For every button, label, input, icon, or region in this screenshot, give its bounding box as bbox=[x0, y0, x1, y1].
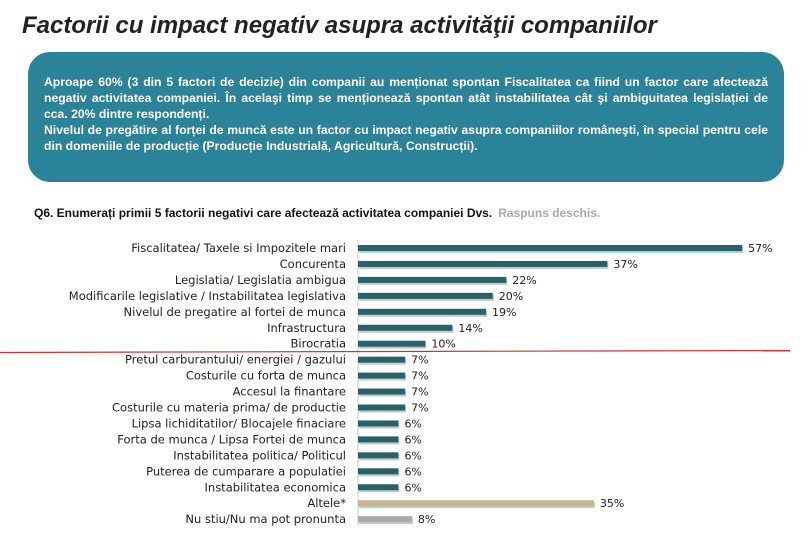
value-label: 35% bbox=[600, 497, 624, 510]
question-label: Q6. Enumerați primii 5 factorii negativi… bbox=[34, 206, 493, 220]
category-label: Infrastructura bbox=[267, 321, 346, 335]
bar bbox=[358, 436, 399, 443]
category-label: Birocratia bbox=[291, 337, 346, 351]
value-label: 8% bbox=[418, 513, 435, 526]
bar bbox=[358, 452, 399, 459]
value-label: 22% bbox=[512, 274, 536, 287]
value-label: 6% bbox=[404, 433, 421, 446]
value-label: 7% bbox=[411, 386, 428, 399]
summary-box: Aproape 60% (3 din 5 factori de decizie)… bbox=[28, 52, 784, 182]
bar bbox=[358, 372, 406, 379]
value-label: 6% bbox=[404, 465, 421, 478]
bar bbox=[358, 308, 487, 315]
bar bbox=[358, 340, 426, 347]
bar bbox=[358, 245, 743, 251]
value-label: 7% bbox=[411, 370, 428, 383]
value-label: 6% bbox=[404, 481, 421, 494]
value-label: 19% bbox=[492, 306, 516, 319]
category-label: Modificarile legislative / Instabilitate… bbox=[69, 289, 346, 303]
category-label: Puterea de cumparare a populatiei bbox=[146, 464, 346, 478]
category-label: Pretul carburantului/ energiei / gazului bbox=[125, 353, 346, 367]
value-label: 14% bbox=[458, 322, 482, 335]
bar bbox=[358, 292, 493, 299]
value-label: 37% bbox=[613, 258, 637, 271]
bar bbox=[358, 276, 507, 283]
bar bbox=[358, 404, 406, 411]
question-text: Q6. Enumerați primii 5 factorii negativi… bbox=[34, 206, 600, 220]
divider-line bbox=[0, 349, 791, 354]
bar bbox=[358, 484, 399, 491]
bar bbox=[358, 468, 399, 475]
summary-paragraph: Nivelul de pregătire al forței de muncă … bbox=[44, 123, 768, 153]
category-label: Instabilitatea economica bbox=[205, 480, 346, 494]
bar bbox=[358, 420, 399, 427]
category-label: Legislatia/ Legislatia ambigua bbox=[175, 273, 346, 287]
category-label: Costurile cu forta de munca bbox=[186, 369, 346, 383]
category-label: Instabilitatea politica/ Politicul bbox=[173, 448, 346, 462]
category-label: Altele* bbox=[307, 496, 346, 510]
question-note: Raspuns deschis. bbox=[498, 206, 601, 220]
category-label: Concurenta bbox=[280, 257, 346, 271]
value-label: 7% bbox=[411, 354, 428, 367]
value-label: 10% bbox=[431, 338, 455, 351]
bar bbox=[358, 324, 453, 331]
bar bbox=[358, 356, 406, 363]
category-label: Lipsa lichiditatilor/ Blocajele finaciar… bbox=[132, 416, 346, 430]
category-label: Nivelul de pregatire al fortei de munca bbox=[124, 305, 346, 319]
bar bbox=[358, 516, 412, 523]
category-label: Accesul la finantare bbox=[233, 385, 346, 399]
category-label: Fiscalitatea/ Taxele si Impozitele mari bbox=[131, 241, 346, 255]
category-label: Forta de munca / Lipsa Fortei de munca bbox=[117, 432, 346, 446]
value-label: 20% bbox=[499, 290, 523, 303]
category-label: Nu stiu/Nu ma pot pronunta bbox=[185, 512, 346, 526]
bar bbox=[358, 260, 608, 267]
bar bbox=[358, 500, 594, 507]
value-label: 6% bbox=[404, 417, 421, 430]
summary-paragraph: Aproape 60% (3 din 5 factori de decizie)… bbox=[44, 75, 768, 121]
value-label: 57% bbox=[748, 242, 772, 255]
value-label: 6% bbox=[404, 449, 421, 462]
value-label: 7% bbox=[411, 402, 428, 415]
category-label: Costurile cu materia prima/ de productie bbox=[112, 401, 346, 415]
page-title: Factorii cu impact negativ asupra activi… bbox=[22, 12, 657, 39]
bar bbox=[358, 388, 406, 395]
